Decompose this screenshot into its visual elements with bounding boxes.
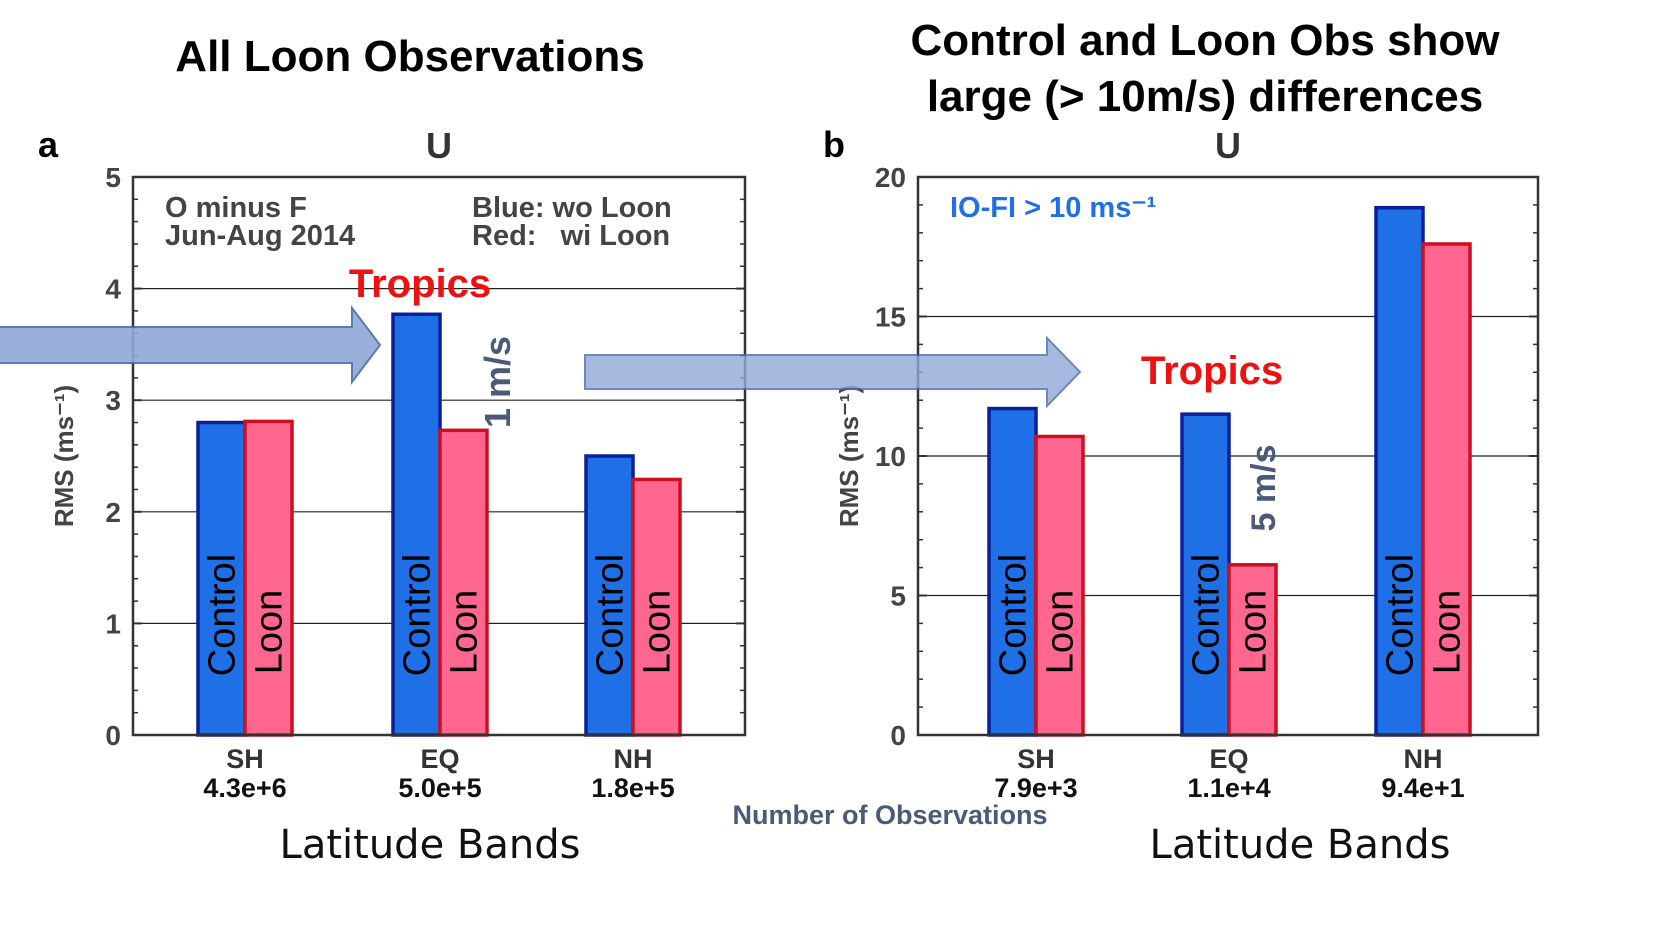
panel-a-count-label: 4.3e+6 (203, 773, 286, 803)
panel-a-bar-label-control: Control (202, 554, 244, 677)
panel-b-bar-label-loon: Loon (1040, 590, 1082, 675)
panel-a-ytick-label: 2 (105, 497, 121, 528)
panel-b-category-label: SH (1017, 744, 1055, 774)
panel-b-bar-label-loon: Loon (1427, 590, 1469, 675)
annotation-tropics-a: Tropics (349, 262, 491, 306)
panel-b-count-label: 9.4e+1 (1381, 773, 1464, 803)
annotation-red-legend: Red: wi Loon (472, 220, 670, 252)
x-axis-label-left: Latitude Bands (279, 822, 581, 868)
panel-b-frame (916, 175, 1540, 737)
panel-a-bar-label-control: Control (590, 554, 632, 677)
panel-a-label: a (38, 124, 59, 165)
panel-b-bar-loon-nh (1421, 242, 1472, 737)
number-of-observations-note: Number of Observations (732, 800, 1048, 830)
panel-b-label: b (823, 124, 845, 165)
annotation-tropics-b: Tropics (1141, 349, 1283, 393)
panel-b-ytick-label: 5 (890, 581, 906, 612)
panel-a-bar-label-control: Control (397, 554, 439, 677)
panel-b-bar-label-control: Control (1186, 554, 1228, 677)
panel-a-frame (131, 175, 747, 737)
panel-b-ytick-label: 0 (890, 720, 906, 751)
panel-b-ytick-label: 20 (875, 162, 906, 193)
arrow-right (584, 335, 1082, 409)
panel-b-subtitle: U (1215, 125, 1241, 166)
panel-a-category-label: EQ (420, 744, 459, 774)
panel-a-subtitle: U (426, 125, 452, 166)
panel-a-ytick-label: 1 (105, 608, 121, 639)
panel-a-ytick-label: 3 (105, 385, 121, 416)
annotation-condition: IO-FI > 10 ms⁻¹ (950, 192, 1156, 224)
panel-a-category-label: SH (226, 744, 264, 774)
panel-b-bar-label-control: Control (1380, 554, 1422, 677)
panel-b-bar-loon-eq (1227, 563, 1278, 737)
panel-a-bar-control-sh (196, 420, 247, 737)
panel-b-bar-label-loon: Loon (1233, 590, 1275, 675)
right-title-line1: Control and Loon Obs show (910, 16, 1500, 65)
panel-a-bar-label-loon: Loon (249, 590, 291, 675)
annotation-date-range: Jun-Aug 2014 (165, 220, 355, 252)
panel-a-bar-label-loon: Loon (637, 590, 679, 675)
annotation-o-minus-f: O minus F (165, 192, 307, 224)
arrow-left (0, 305, 382, 385)
panel-a-bar-loon-sh (243, 419, 294, 737)
x-axis-label-right: Latitude Bands (1149, 822, 1451, 868)
panel-a-ylabel: RMS (ms⁻¹) (49, 385, 79, 527)
panel-a-bar-loon-nh (631, 477, 682, 737)
panel-a-category-label: NH (614, 744, 653, 774)
panel-b-count-label: 7.9e+3 (994, 773, 1077, 803)
annotation-blue-legend: Blue: wo Loon (472, 192, 672, 224)
panel-b-category-label: EQ (1209, 744, 1248, 774)
panel-a-count-label: 5.0e+5 (398, 773, 481, 803)
panel-b-bar-loon-sh (1034, 434, 1085, 737)
panel-b-count-label: 1.1e+4 (1187, 773, 1270, 803)
panel-b-ytick-label: 10 (875, 441, 906, 472)
panel-b-ylabel: RMS (ms⁻¹) (834, 385, 864, 527)
annotation-diff-a: 1 m/s (477, 336, 518, 428)
right-title-line2: large (> 10m/s) differences (926, 72, 1484, 121)
annotation-diff-b: 5 m/s (1245, 445, 1283, 532)
panel-a-bar-control-eq (391, 312, 442, 737)
panel-a-ytick-label: 4 (105, 274, 121, 305)
panel-a-bar-label-loon: Loon (444, 590, 486, 675)
panel-b-ytick-label: 15 (875, 302, 906, 333)
left-title: All Loon Observations (175, 32, 645, 81)
panel-a-count-label: 1.8e+5 (591, 773, 674, 803)
panel-b-bar-label-control: Control (993, 554, 1035, 677)
panel-a-bar-loon-eq (438, 428, 489, 737)
panel-a-ytick-label: 5 (105, 162, 121, 193)
panel-a-ytick-label: 0 (105, 720, 121, 751)
panel-b-category-label: NH (1404, 744, 1443, 774)
